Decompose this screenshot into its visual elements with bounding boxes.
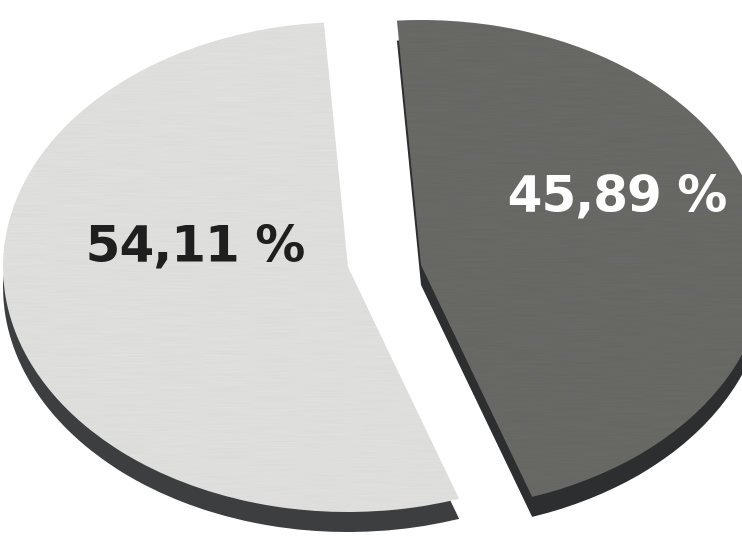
- pie-slice-2: [396, 20, 742, 497]
- pie-slice-label-2: 45,89 %: [508, 166, 727, 224]
- pie-label-layer: 54,11 % 45,89 %: [86, 166, 728, 274]
- pie-slice-1: [2, 22, 460, 513]
- pie-slice-label-1: 54,11 %: [86, 216, 305, 274]
- pie-top-layer: [2, 20, 742, 513]
